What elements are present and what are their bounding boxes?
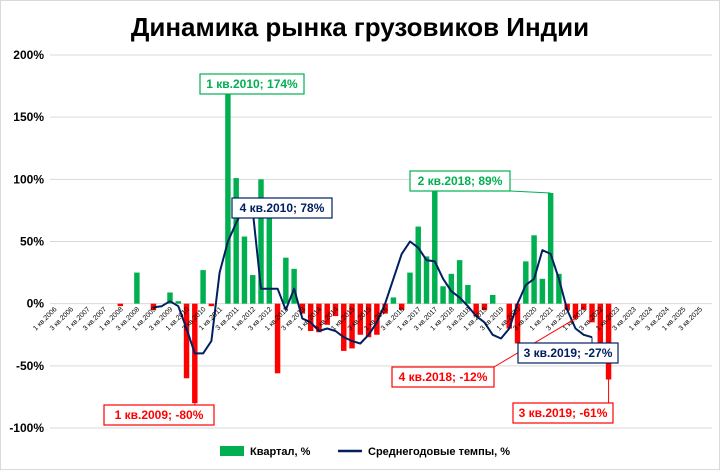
- bar: [531, 235, 537, 304]
- y-tick-label: 50%: [20, 235, 44, 249]
- y-tick-label: -50%: [16, 359, 44, 373]
- annotation-box: [517, 342, 619, 364]
- bar: [448, 273, 455, 304]
- bar: [489, 294, 496, 304]
- bar: [117, 303, 124, 307]
- annotation: 4 кв.2010; 78%: [231, 197, 333, 219]
- bar: [581, 303, 587, 310]
- annotation: 3 кв.2019; -27%: [517, 337, 619, 364]
- y-tick-label: -100%: [9, 421, 44, 435]
- bar: [183, 303, 190, 379]
- bar: [572, 303, 579, 319]
- chart-title: Динамика рынка грузовиков Индии: [131, 12, 589, 42]
- bar: [382, 303, 388, 314]
- annotation: 3 кв.2019; -61%: [512, 379, 614, 424]
- legend-swatch-bar: [220, 446, 244, 456]
- bar: [481, 303, 488, 310]
- bar: [440, 286, 446, 304]
- annotation-box: [231, 197, 333, 219]
- bar: [357, 303, 364, 335]
- annotation-box: [409, 170, 511, 192]
- bar: [299, 303, 306, 314]
- legend-label: Среднегодовые темпы, %: [368, 446, 510, 458]
- bar: [175, 301, 181, 304]
- bar: [349, 303, 355, 349]
- bar: [283, 257, 289, 304]
- annotation-box: [512, 402, 614, 424]
- bar: [274, 303, 281, 374]
- bar: [456, 260, 463, 304]
- bar: [291, 268, 297, 304]
- annotation-label: 3 кв.2019; -61%: [519, 406, 608, 420]
- bar: [556, 273, 562, 304]
- y-tick-label: 150%: [13, 110, 44, 124]
- bar: [365, 303, 372, 338]
- bar: [233, 178, 239, 304]
- bar: [514, 303, 521, 344]
- bar: [465, 285, 471, 304]
- bar: [324, 303, 330, 325]
- bar: [423, 256, 430, 304]
- bar: [547, 193, 554, 304]
- bar: [506, 303, 512, 329]
- bar: [241, 236, 248, 304]
- bar: [167, 292, 173, 304]
- bar: [539, 278, 546, 304]
- bar: [266, 206, 273, 304]
- bar: [208, 303, 215, 307]
- bar: [250, 275, 256, 304]
- annotation-box: [199, 73, 305, 95]
- bar: [589, 303, 595, 323]
- annotation-label: 4 кв.2018; -12%: [399, 370, 488, 384]
- bar: [134, 272, 140, 304]
- bar: [200, 270, 206, 304]
- bar: [415, 226, 421, 304]
- bar: [390, 297, 397, 304]
- bar: [316, 303, 322, 333]
- annotation-label: 3 кв.2019; -27%: [524, 346, 613, 360]
- bar: [307, 303, 314, 332]
- bar: [597, 303, 604, 348]
- annotation: 4 кв.2018; -12%: [391, 318, 576, 388]
- legend-label: Квартал, %: [250, 446, 311, 458]
- bar: [374, 303, 380, 335]
- bar: [523, 261, 529, 304]
- annotation-box: [103, 404, 215, 426]
- annotation-label: 2 кв.2018; 89%: [418, 174, 503, 188]
- annotation: 2 кв.2018; 89%: [409, 170, 551, 194]
- annotation: 1 кв.2009; -80%: [103, 403, 215, 426]
- annotation-leader: [509, 190, 551, 194]
- y-tick-label: 100%: [13, 172, 44, 186]
- annotation: 1 кв.2010; 174%: [199, 73, 305, 95]
- bar: [473, 303, 479, 317]
- bar: [341, 303, 347, 351]
- bar: [407, 272, 413, 304]
- bar: [605, 303, 612, 380]
- annotation-label: 1 кв.2010; 174%: [206, 77, 298, 91]
- bar: [258, 179, 264, 304]
- y-tick-label: 0%: [27, 297, 45, 311]
- line-series: [153, 205, 593, 355]
- bar: [225, 87, 231, 304]
- bar: [332, 303, 339, 317]
- annotation-label: 1 кв.2009; -80%: [115, 408, 204, 422]
- y-tick-label: 200%: [13, 48, 44, 62]
- bar: [432, 181, 438, 304]
- bar: [398, 303, 405, 310]
- annotation-label: 4 кв.2010; 78%: [240, 201, 325, 215]
- annotation-box: [391, 366, 495, 388]
